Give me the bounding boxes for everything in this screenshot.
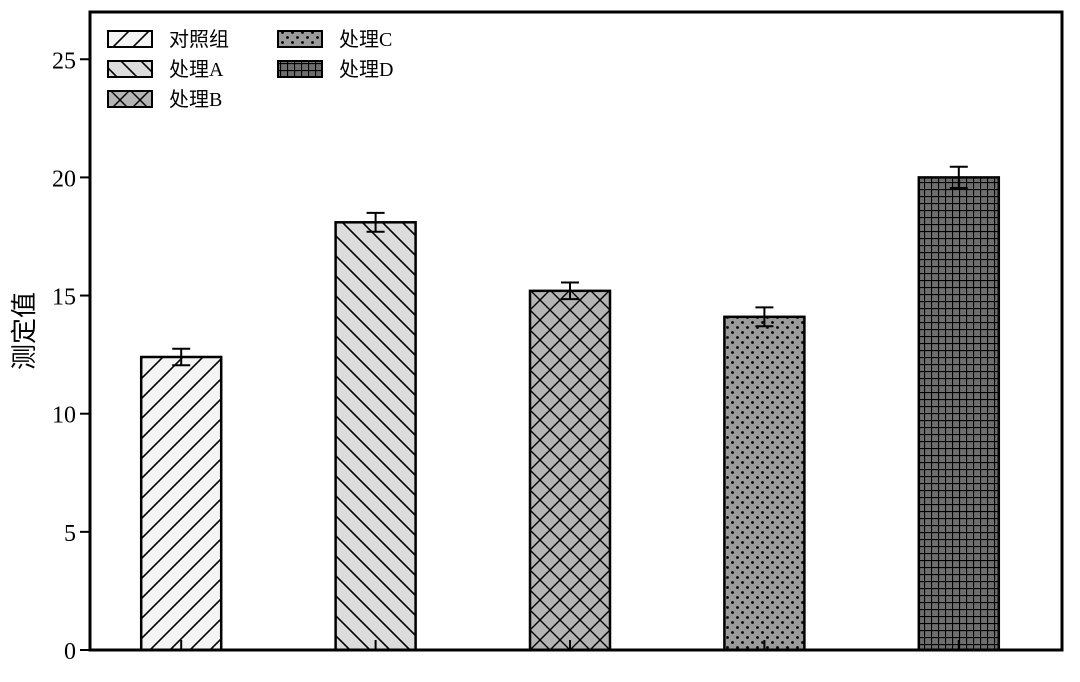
legend-swatch xyxy=(277,60,323,78)
legend-item: 对照组 xyxy=(107,28,229,51)
bar-group xyxy=(528,281,612,652)
bar-group xyxy=(723,306,806,652)
legend-item: 处理A xyxy=(107,58,224,81)
y-axis-title: 测定值 xyxy=(10,292,39,370)
legend-label: 处理A xyxy=(169,58,224,81)
legend-label: 处理C xyxy=(339,28,392,51)
y-tick-label: 0 xyxy=(64,639,76,665)
legend-label: 处理D xyxy=(339,58,393,81)
legend-item: 处理B xyxy=(107,88,222,111)
legend-swatch xyxy=(107,30,153,48)
bar xyxy=(528,289,612,652)
bar-group xyxy=(334,211,417,652)
bar-group xyxy=(139,347,223,652)
y-tick-label: 20 xyxy=(52,166,76,192)
y-tick-label: 25 xyxy=(52,48,76,74)
plot-frame xyxy=(88,10,1064,652)
bar-group xyxy=(917,165,1001,652)
y-tick-label: 10 xyxy=(52,403,76,429)
bar xyxy=(334,221,417,652)
legend-swatch xyxy=(107,90,153,108)
legend-item: 处理C xyxy=(277,28,392,51)
y-tick-label: 15 xyxy=(52,285,76,311)
bar xyxy=(723,315,806,652)
bar xyxy=(917,176,1001,652)
bar xyxy=(139,355,223,652)
legend-swatch xyxy=(107,60,153,78)
legend-item: 处理D xyxy=(277,58,393,81)
legend-label: 对照组 xyxy=(169,28,229,51)
bars-layer xyxy=(139,165,1001,652)
legend-label: 处理B xyxy=(169,88,222,111)
axes-layer: 0 5 10 15 20 25 测定值 xyxy=(10,10,1064,665)
y-tick-label: 5 xyxy=(64,521,76,547)
legend-swatch xyxy=(277,30,323,48)
